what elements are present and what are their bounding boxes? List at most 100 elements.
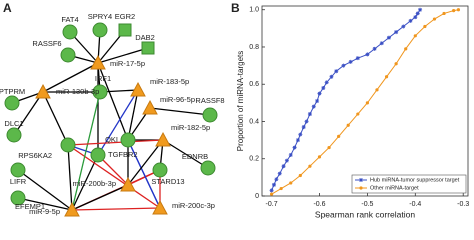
point [432, 17, 437, 21]
x-tick-label: -0.7 [266, 201, 278, 208]
panel-label: B [231, 1, 240, 15]
point [315, 99, 320, 103]
point [329, 74, 334, 79]
edge [97, 47, 149, 64]
gene-node [202, 107, 218, 123]
x-tick-label: -0.3 [457, 201, 469, 208]
gene-node [6, 127, 22, 143]
node-label: miR-200c-3p [172, 201, 215, 210]
point [334, 69, 339, 74]
y-axis-label: Proportion of miRNA-targets [236, 51, 245, 151]
gene-node [10, 190, 26, 206]
point [348, 59, 353, 64]
node-label: SPRY4 [88, 12, 112, 21]
panel-label: A [3, 1, 12, 15]
point [308, 164, 312, 168]
mirna-node [155, 131, 171, 147]
node-label: LIFR [10, 177, 27, 186]
node-label: DAB2 [135, 33, 155, 42]
point [307, 112, 312, 117]
point [442, 11, 446, 16]
point [279, 186, 283, 191]
point [423, 24, 427, 29]
plot-frame [261, 5, 469, 197]
node-label: QKI [105, 135, 118, 144]
edge [71, 154, 99, 211]
point [269, 188, 274, 193]
edge [162, 139, 209, 169]
gene-node [120, 132, 136, 148]
node-label: miR-17-5p [110, 59, 145, 68]
edge [42, 91, 69, 146]
point [274, 177, 279, 182]
node-label: RASSF8 [195, 96, 224, 105]
y-tick-label: 0.6 [249, 81, 259, 88]
legend-marker [359, 186, 363, 190]
node-label: RPS6KA2 [18, 151, 52, 160]
edge [71, 91, 101, 211]
point [415, 11, 420, 16]
mirna-node [130, 81, 146, 97]
node-label: PTPRM [0, 87, 25, 96]
edge [17, 169, 73, 211]
y-tick-label: 0.2 [249, 156, 259, 163]
point [386, 35, 391, 40]
node-label: EGR2 [115, 12, 135, 21]
edge [67, 139, 164, 146]
point [379, 41, 384, 46]
gene-node [141, 41, 155, 55]
mirna-node [152, 199, 168, 215]
gene-node [60, 137, 76, 153]
point [317, 155, 322, 159]
edge [67, 144, 161, 209]
legend-label: Other miRNA-target [370, 185, 419, 191]
gene-node [4, 95, 20, 111]
node-label: EFEMP1 [15, 202, 45, 211]
gene-node [60, 47, 76, 63]
point [327, 145, 331, 150]
point [365, 101, 369, 105]
figure: FAT4 SPRY4 EGR2 DAB2 RASSF6 miR-17-5p IRF1 miR-… [0, 1, 470, 220]
point [346, 123, 350, 127]
mirna-node [64, 201, 80, 217]
point [304, 119, 309, 124]
edge [67, 144, 73, 211]
point [277, 171, 282, 176]
node-label: TGFBR2 [108, 150, 138, 159]
point [452, 9, 456, 13]
point [394, 62, 398, 66]
node-label: miR-183-5p [150, 77, 189, 86]
point [324, 80, 329, 85]
gene-node [92, 84, 108, 100]
point [456, 8, 461, 12]
edge [13, 91, 44, 136]
network: FAT4 SPRY4 EGR2 DAB2 RASSF6 miR-17-5p IRF1 miR-… [0, 12, 225, 217]
node-label: miR-182-5p [171, 123, 210, 132]
point [317, 91, 322, 96]
edge [127, 139, 161, 209]
mirna-node [90, 54, 106, 70]
node-label: IRF1 [95, 74, 111, 83]
node-label: miR-130b-3p [56, 87, 99, 96]
point [408, 18, 413, 23]
point [384, 75, 389, 79]
node-label: miR-96-5p [160, 95, 195, 104]
y-tick-label: 0 [255, 193, 259, 200]
point [365, 52, 370, 57]
edge [97, 62, 129, 141]
x-tick-label: -0.4 [409, 201, 421, 208]
node-label: miR-200b-3p [73, 179, 116, 188]
point [355, 56, 360, 61]
point [284, 158, 289, 163]
point [413, 34, 417, 38]
y-tick-label: 1.0 [249, 7, 259, 14]
node-label: EDNRB [182, 152, 208, 161]
point [271, 182, 276, 187]
point [288, 153, 293, 158]
edge [42, 62, 99, 93]
point [321, 85, 326, 90]
edge [17, 197, 73, 211]
gene-node [118, 23, 132, 37]
gene-node [200, 160, 216, 176]
point [289, 181, 293, 185]
